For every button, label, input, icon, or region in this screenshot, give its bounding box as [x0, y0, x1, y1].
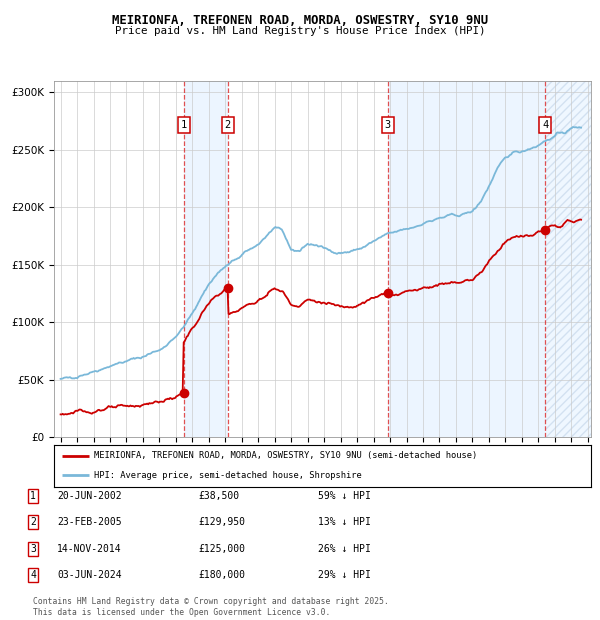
Text: £129,950: £129,950 — [198, 517, 245, 527]
Text: £180,000: £180,000 — [198, 570, 245, 580]
Text: HPI: Average price, semi-detached house, Shropshire: HPI: Average price, semi-detached house,… — [94, 471, 362, 480]
Text: Contains HM Land Registry data © Crown copyright and database right 2025.
This d: Contains HM Land Registry data © Crown c… — [33, 598, 389, 617]
Text: 59% ↓ HPI: 59% ↓ HPI — [318, 491, 371, 501]
Text: 29% ↓ HPI: 29% ↓ HPI — [318, 570, 371, 580]
Text: 20-JUN-2002: 20-JUN-2002 — [57, 491, 122, 501]
Text: 2: 2 — [30, 517, 36, 527]
Bar — [545, 81, 591, 437]
Text: Price paid vs. HM Land Registry's House Price Index (HPI): Price paid vs. HM Land Registry's House … — [115, 26, 485, 36]
Text: 1: 1 — [30, 491, 36, 501]
Text: 3: 3 — [30, 544, 36, 554]
Text: 14-NOV-2014: 14-NOV-2014 — [57, 544, 122, 554]
Text: MEIRIONFA, TREFONEN ROAD, MORDA, OSWESTRY, SY10 9NU (semi-detached house): MEIRIONFA, TREFONEN ROAD, MORDA, OSWESTR… — [94, 451, 478, 461]
Text: 1: 1 — [181, 120, 187, 130]
Text: 23-FEB-2005: 23-FEB-2005 — [57, 517, 122, 527]
Text: £125,000: £125,000 — [198, 544, 245, 554]
Text: 26% ↓ HPI: 26% ↓ HPI — [318, 544, 371, 554]
Text: MEIRIONFA, TREFONEN ROAD, MORDA, OSWESTRY, SY10 9NU: MEIRIONFA, TREFONEN ROAD, MORDA, OSWESTR… — [112, 14, 488, 27]
Text: 13% ↓ HPI: 13% ↓ HPI — [318, 517, 371, 527]
Text: 03-JUN-2024: 03-JUN-2024 — [57, 570, 122, 580]
Text: 4: 4 — [542, 120, 548, 130]
Text: £38,500: £38,500 — [198, 491, 239, 501]
Bar — [388, 81, 545, 437]
Text: 4: 4 — [30, 570, 36, 580]
Bar — [184, 81, 227, 437]
Text: 2: 2 — [224, 120, 231, 130]
Text: 3: 3 — [385, 120, 391, 130]
